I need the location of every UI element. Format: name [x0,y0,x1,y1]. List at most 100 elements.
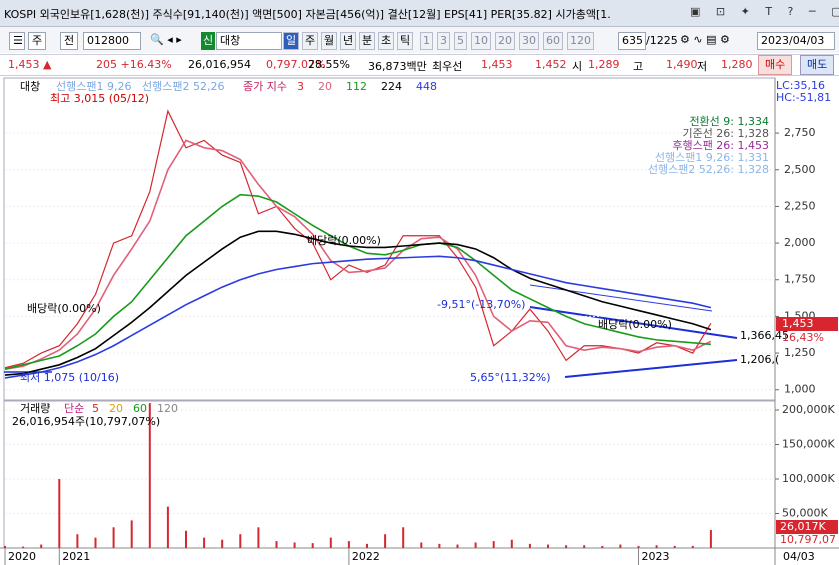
last-volume: 26,017K [780,520,826,533]
volume-bar [673,545,676,548]
volume-bar [275,541,278,548]
search-icons[interactable]: 🔍 ◂ ▸ [150,33,182,46]
end-date: 04/03 [783,550,815,563]
indicator-label: 선행스팬2 52,26 [142,80,224,93]
volume-bar [420,542,423,548]
last-price-box [776,317,838,331]
interval-button[interactable]: 60 [543,32,563,50]
low: 1,280 [721,58,753,71]
volume-bar [474,542,477,548]
badge: 신 [201,32,216,50]
y-tick-label: 2,750 [784,126,816,139]
annotation: 배당락(0.00%) [598,318,672,331]
legend-title: 대창 [20,80,40,93]
bid: 1,452 [535,58,567,71]
info-label: 전환선 9: 1,334 [689,115,769,128]
price: 1,453 ▲ [8,58,52,71]
window-icons[interactable]: ▣ ⊡ ✦ T ? ─ ▢ ✕ [690,5,839,18]
sell-button[interactable]: 매도 [800,55,835,75]
x-tick-label: 2023 [642,550,670,563]
volume-bar [637,545,640,548]
interval-button[interactable]: 10 [471,32,491,50]
last-price: 1,453 [782,317,814,330]
tool-icons[interactable]: ⚙ ∿ ▤ ⚙ [680,33,730,46]
period-button[interactable]: 월 [321,32,338,50]
stock-name[interactable]: 대창 [216,32,282,50]
code-input[interactable]: 012800 [83,32,141,50]
volume-bar [528,543,531,548]
market[interactable]: 주 [28,32,47,50]
menu[interactable]: ☰ [9,32,25,50]
high-label: 고 [633,60,644,73]
best-label: 최우선 [432,60,463,73]
interval-button[interactable]: 30 [519,32,539,50]
volume-bar [76,534,79,548]
volume-bar [166,506,169,548]
volume-bar [185,530,187,548]
period-button[interactable]: 분 [359,32,376,50]
price-line [4,255,712,379]
y-tick-label: 50,000K [782,507,828,520]
period-button[interactable]: 일 [283,32,300,50]
legend-entry: 3 [297,80,304,93]
legend-entry: 112 [346,80,367,93]
volume-bar [329,537,332,548]
volume-indicator: 단순 [64,402,84,415]
volume-title: 거래량 [20,402,50,415]
interval-button[interactable]: 120 [567,32,594,50]
period-button[interactable]: 초 [378,32,395,50]
count[interactable]: 635 [618,32,646,50]
y-tick-label: 2,500 [784,163,816,176]
period-button[interactable]: 주 [302,32,319,50]
x-tick-label: 2022 [352,550,380,563]
volume-bar [347,541,350,548]
title-bar: KOSPI 외국인보유[1,628(천)] 주식수[91,140(천)] 액면[… [0,0,839,27]
info-label: 후행스팬 26: 1,453 [672,139,769,152]
channel-line [529,284,713,312]
turnover: 28.55% [308,58,350,71]
interval-button[interactable]: 5 [454,32,467,50]
volume-bar [619,544,622,548]
ask: 1,453 [481,58,513,71]
volume-ma-label: 60 [133,402,147,415]
interval-button[interactable]: 1 [420,32,433,50]
period-button[interactable]: 틱 [397,32,414,50]
volume: 26,016,954 [188,58,251,71]
type[interactable]: 전 [60,32,79,50]
volume-bar [257,527,260,548]
buy-button[interactable]: 매수 [758,55,793,75]
date-input[interactable]: 2023/04/03 [757,32,835,50]
y-tick-label: 2,250 [784,199,816,212]
price-frame [3,77,776,401]
volume-bar [366,543,368,548]
amount: 36,873백만 [368,60,427,73]
y-tick-label: 1,750 [784,273,816,286]
y-tick-label: 100,000K [782,472,835,485]
volume-bar [601,545,604,548]
y-tick-label: 1,250 [784,346,816,359]
volume-bar [293,542,296,548]
annotation: 최고 3,015 (05/12) [50,92,149,105]
volume-bar [384,534,387,548]
price-line [4,139,712,370]
annotation: -9,51°(-13,70%) [437,298,525,311]
volume-ratio: 0,797.07% [266,58,326,71]
volume-bar [112,527,115,548]
annotation: 5,65°(11,32%) [470,371,551,384]
y-tick-label: 150,000K [782,438,835,451]
volume-bar [239,534,242,548]
volume-bar [58,479,61,548]
x-tick-label: 2020 [8,550,36,563]
price-line [4,230,712,376]
period-button[interactable]: 년 [340,32,357,50]
corner-label: LC:35,16 [776,79,825,92]
volume-bar [691,545,694,548]
interval-button[interactable]: 20 [495,32,515,50]
price-line [4,193,711,370]
indicator-label: 종가 지수 [243,80,287,93]
interval-button[interactable]: 3 [437,32,450,50]
volume-caption: 26,016,954주(10,797,07%) [12,415,160,428]
last-change: 16,43% [782,331,824,344]
